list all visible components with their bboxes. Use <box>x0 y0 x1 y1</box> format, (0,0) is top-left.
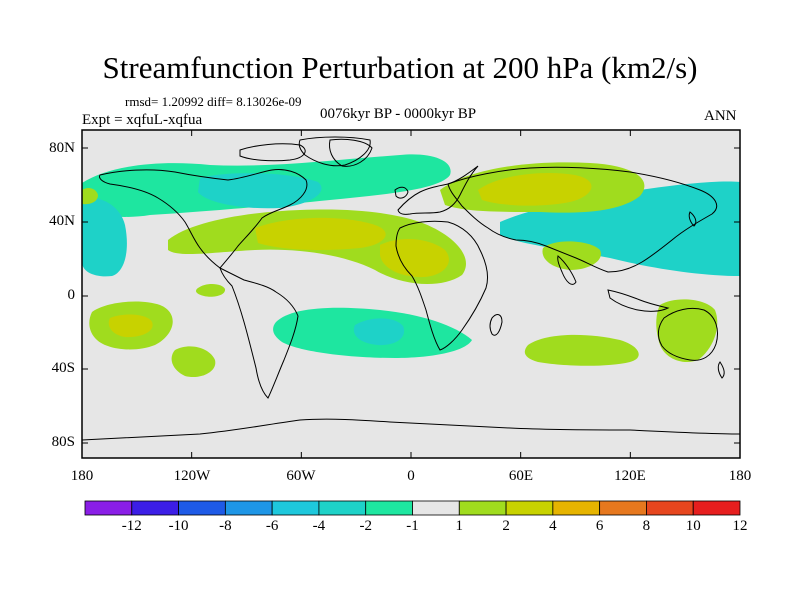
lon-label-120w: 120W <box>173 468 211 484</box>
region-s-pacific-core <box>108 314 153 338</box>
colorbar-label: 1 <box>455 518 464 534</box>
colorbar-swatch <box>271 500 320 516</box>
colorbar-swatch <box>131 500 179 516</box>
colorbar-swatch <box>84 500 133 516</box>
lon-label-60w: 60W <box>286 468 316 484</box>
season-label: ANN <box>704 108 737 124</box>
colorbar-swatch <box>178 500 226 516</box>
colorbar-label: -2 <box>359 518 372 534</box>
colorbar-swatch <box>692 500 741 516</box>
coastlines <box>82 136 740 441</box>
colorbar-label: -4 <box>312 518 326 534</box>
lat-label-80n: 80N <box>49 140 75 156</box>
region-small-positive <box>196 283 226 297</box>
colorbar-swatch <box>365 500 413 516</box>
period-label: 0076kyr BP - 0000kyr BP <box>320 106 477 122</box>
lon-label-180w: 180 <box>70 468 94 484</box>
experiment-label: Expt = xqfuL-xqfua <box>82 112 203 128</box>
colorbar-label: -1 <box>406 518 419 534</box>
region-africa-positive <box>380 238 449 278</box>
colorbar-label: -8 <box>219 518 232 534</box>
region-n-pacific-west-negative <box>82 197 127 277</box>
region-subtropical-atlantic-core <box>255 217 386 251</box>
colorbar-label: 8 <box>642 518 651 534</box>
lon-label-180e: 180 <box>728 468 752 484</box>
region-south-atlantic-core <box>353 318 405 346</box>
colorbar-label: -12 <box>121 518 142 534</box>
region-s-pacific-east-positive <box>171 346 216 378</box>
lat-label-80s: 80S <box>51 434 75 450</box>
region-north-america-negative <box>198 173 322 209</box>
lon-label-60e: 60E <box>508 468 534 484</box>
axis-ticks <box>81 130 741 458</box>
colorbar-label: 2 <box>502 518 510 534</box>
lon-label-120e: 120E <box>614 468 646 484</box>
colorbar-label: 6 <box>595 518 604 534</box>
colorbar-swatch <box>224 500 273 516</box>
lat-label-40s: 40S <box>51 360 75 376</box>
colorbar-label: 4 <box>549 518 557 534</box>
colorbar-label: 12 <box>732 518 748 534</box>
colorbar-swatch <box>318 500 367 516</box>
colorbar-swatch <box>505 500 554 516</box>
region-indian-ocean-positive <box>524 334 639 366</box>
colorbar <box>84 500 741 516</box>
lon-label-0: 0 <box>407 468 415 484</box>
region-australia-positive <box>656 299 718 363</box>
colorbar-swatch <box>458 500 507 516</box>
page-title: Streamfunction Perturbation at 200 hPa (… <box>102 50 698 85</box>
colorbar-swatch <box>599 500 647 516</box>
colorbar-swatch <box>646 500 694 516</box>
region-eurasia-core <box>478 172 592 206</box>
colorbar-swatch <box>412 500 460 516</box>
stats-text: rmsd= 1.20992 diff= 8.13026e-09 <box>125 94 302 109</box>
lat-label-40n: 40N <box>49 213 75 229</box>
colorbar-label: -6 <box>265 518 279 534</box>
colorbar-swatch <box>552 500 601 516</box>
region-n-pacific-far-east-positive <box>82 187 98 205</box>
colorbar-label: -10 <box>168 518 189 534</box>
colorbar-label: 10 <box>685 518 701 534</box>
lat-label-0: 0 <box>67 287 76 303</box>
